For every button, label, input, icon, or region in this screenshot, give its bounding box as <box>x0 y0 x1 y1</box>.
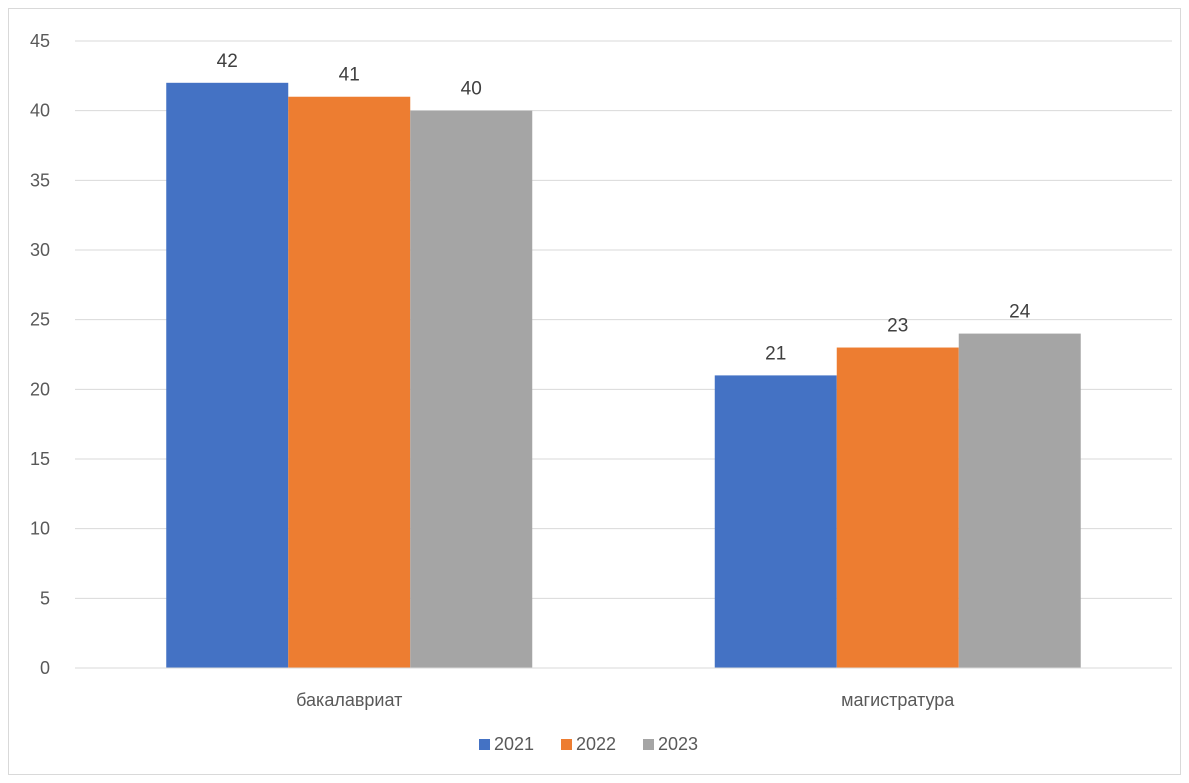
legend-swatch <box>479 739 490 750</box>
y-tick-label: 15 <box>30 449 50 469</box>
x-category-label: бакалавриат <box>296 690 402 710</box>
y-axis-ticks: 0 5 10 15 20 25 30 35 40 45 <box>30 31 50 678</box>
data-label: 40 <box>461 79 482 100</box>
legend-swatch <box>561 739 572 750</box>
data-label: 42 <box>217 51 238 72</box>
bar <box>836 347 959 668</box>
y-tick-label: 25 <box>30 310 50 330</box>
y-tick-label: 20 <box>30 379 50 399</box>
legend-swatch <box>643 739 654 750</box>
data-label: 23 <box>887 316 908 337</box>
x-category-label: магистратура <box>841 690 955 710</box>
legend-label: 2021 <box>494 734 534 754</box>
data-label: 24 <box>1009 302 1031 323</box>
bar <box>410 110 533 668</box>
bar <box>714 375 837 668</box>
y-tick-label: 45 <box>30 31 50 51</box>
legend: 2021 2022 2023 <box>479 734 698 754</box>
bars <box>166 82 1081 669</box>
x-axis: бакалавриат магистратура <box>75 667 1172 710</box>
data-label: 41 <box>339 65 360 86</box>
y-tick-label: 30 <box>30 240 50 260</box>
y-tick-label: 40 <box>30 101 50 121</box>
data-label: 21 <box>765 343 786 364</box>
data-labels: 42 41 40 21 23 24 <box>217 51 1031 365</box>
bar <box>958 333 1081 668</box>
bar <box>166 82 289 669</box>
y-tick-label: 0 <box>40 658 50 678</box>
legend-label: 2022 <box>576 734 616 754</box>
bar <box>288 96 411 668</box>
y-tick-label: 35 <box>30 170 50 190</box>
legend-label: 2023 <box>658 734 698 754</box>
y-tick-label: 5 <box>40 588 50 608</box>
y-tick-label: 10 <box>30 519 50 539</box>
